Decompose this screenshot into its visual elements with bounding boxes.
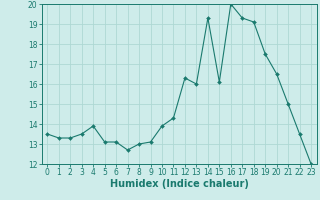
X-axis label: Humidex (Indice chaleur): Humidex (Indice chaleur): [110, 179, 249, 189]
